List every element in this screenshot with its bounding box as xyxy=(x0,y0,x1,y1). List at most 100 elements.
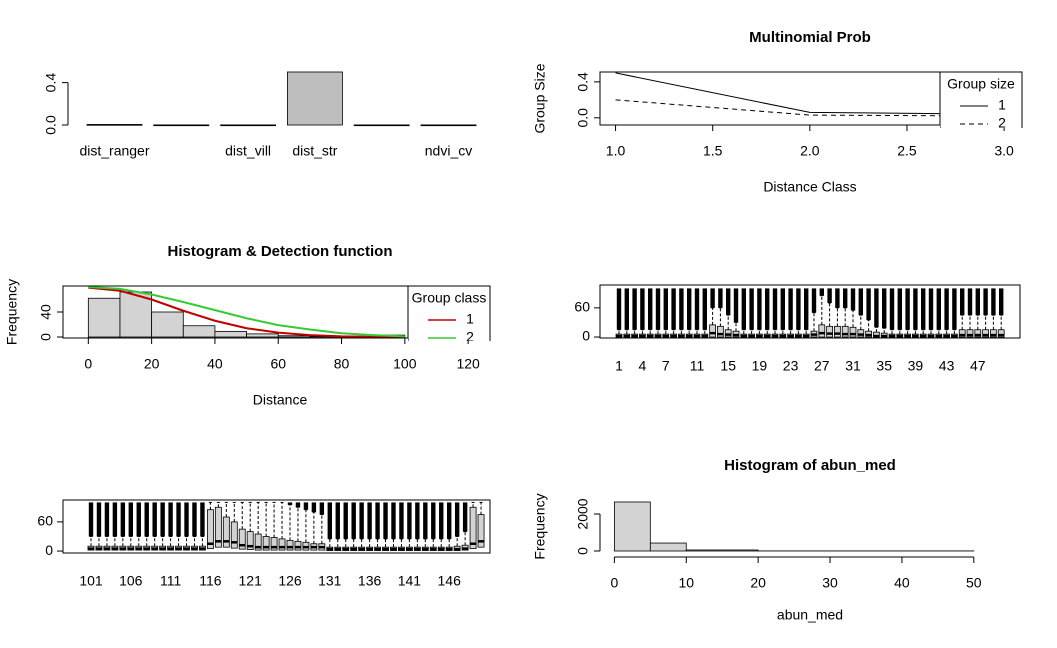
y-tick-label: 0 xyxy=(45,542,53,558)
outliers xyxy=(296,502,300,507)
box xyxy=(842,326,848,337)
x-tick-label: 2.0 xyxy=(800,143,820,159)
box xyxy=(295,541,301,550)
bar xyxy=(221,125,276,126)
y-tick-label: 0.4 xyxy=(43,73,59,93)
outliers xyxy=(383,502,387,538)
outliers xyxy=(407,502,411,538)
x-tick-label: 100 xyxy=(393,356,417,372)
outliers xyxy=(176,502,180,536)
histogram-bar xyxy=(88,298,120,337)
outliers xyxy=(640,288,644,329)
x-tick-label: 40 xyxy=(894,575,910,591)
x-tick-label: 106 xyxy=(119,573,143,589)
outliers xyxy=(200,502,204,536)
x-tick-label: 1.5 xyxy=(703,143,723,159)
x-tick-label: 3.0 xyxy=(994,143,1014,159)
histogram-bar xyxy=(183,326,215,337)
outliers xyxy=(113,502,117,536)
outliers xyxy=(447,502,451,538)
outliers xyxy=(726,288,730,315)
x-tick-label: 0 xyxy=(610,575,618,591)
y-tick-label: 0 xyxy=(575,547,591,555)
outliers xyxy=(312,502,316,512)
bar xyxy=(154,125,209,126)
plot-area xyxy=(88,287,405,337)
x-tick-label: 141 xyxy=(398,573,422,589)
x-tick-label: 1.0 xyxy=(606,143,626,159)
histogram-bar xyxy=(247,334,279,337)
outliers xyxy=(859,288,863,315)
outliers xyxy=(788,288,792,329)
x-tick-label: 39 xyxy=(908,358,924,374)
x-tick-label: 31 xyxy=(845,358,861,374)
outliers xyxy=(960,288,964,315)
outliers xyxy=(168,502,172,536)
x-tick-label: 20 xyxy=(750,575,766,591)
outliers xyxy=(921,288,925,329)
outliers xyxy=(89,502,93,536)
y-tick-label: 0 xyxy=(38,333,54,341)
outliers xyxy=(399,502,403,538)
x-tick-label: 131 xyxy=(318,573,342,589)
outliers xyxy=(742,288,746,329)
plot-area xyxy=(88,502,484,550)
outliers xyxy=(137,502,141,536)
outliers xyxy=(320,502,324,514)
outliers xyxy=(129,502,133,536)
x-axis-label: abun_med xyxy=(777,607,843,623)
x-tick-label: 126 xyxy=(278,573,302,589)
outliers xyxy=(999,288,1003,315)
y-tick-label: 0.0 xyxy=(43,115,59,135)
outliers xyxy=(929,288,933,329)
x-tick-label: 80 xyxy=(334,356,350,372)
outliers xyxy=(968,288,972,315)
x-tick-label: 120 xyxy=(456,356,480,372)
outliers xyxy=(695,288,699,329)
x-tick-label: dist_ranger xyxy=(79,143,149,159)
y-axis-label: Frequency xyxy=(532,493,548,559)
outliers xyxy=(375,502,379,538)
outliers xyxy=(632,288,636,329)
histogram-bar xyxy=(650,543,686,551)
legend-title: Group class xyxy=(412,290,487,306)
box xyxy=(717,326,723,337)
x-tick-label: dist_vill xyxy=(225,143,271,159)
outliers xyxy=(820,288,824,295)
outliers xyxy=(304,502,308,509)
outliers xyxy=(804,288,808,329)
bar xyxy=(87,124,142,125)
outliers xyxy=(391,502,395,538)
outliers xyxy=(882,288,886,328)
outliers xyxy=(184,502,188,536)
outliers xyxy=(367,502,371,538)
outliers xyxy=(145,502,149,536)
x-tick-label: 27 xyxy=(814,358,830,374)
y-tick-label: 40 xyxy=(38,304,54,320)
outliers xyxy=(781,288,785,329)
x-tick-label: 116 xyxy=(199,573,222,589)
outliers xyxy=(617,288,621,329)
plot-frame xyxy=(600,285,1020,338)
x-tick-label: 43 xyxy=(939,358,955,374)
box xyxy=(470,507,476,548)
outliers xyxy=(976,288,980,315)
outliers xyxy=(991,288,995,315)
outliers xyxy=(749,288,753,329)
x-tick-label: 11 xyxy=(690,358,705,374)
legend-label: 1 xyxy=(998,97,1006,113)
outliers xyxy=(734,288,738,322)
box xyxy=(223,517,229,547)
bar xyxy=(354,125,409,126)
bar xyxy=(421,125,476,126)
outliers xyxy=(192,502,196,536)
outliers xyxy=(423,502,427,538)
x-tick-label: 101 xyxy=(79,573,103,589)
outliers xyxy=(152,502,156,536)
outliers xyxy=(866,288,870,320)
box xyxy=(710,325,716,337)
x-tick-label: 121 xyxy=(239,573,263,589)
outliers xyxy=(344,502,348,538)
